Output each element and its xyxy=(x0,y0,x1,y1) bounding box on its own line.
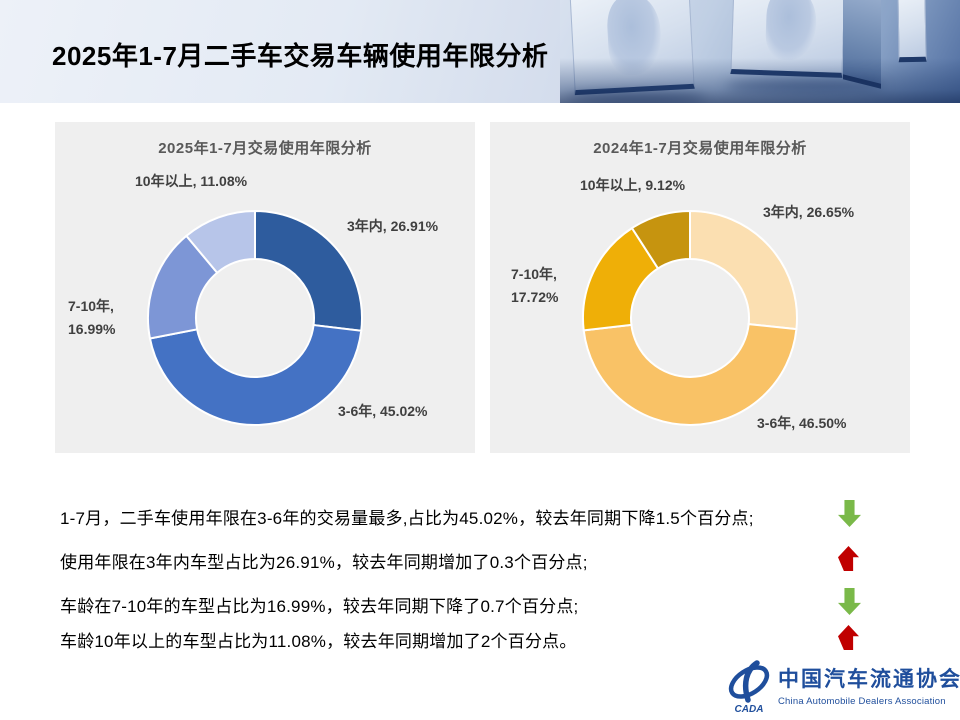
donut-slice-3-6年 xyxy=(582,323,798,426)
chart-title-2024: 2024年1-7月交易使用年限分析 xyxy=(593,140,807,157)
data-label-10plus-2025: 10年以上, 11.08% xyxy=(135,173,248,189)
cada-emblem-icon: CADA xyxy=(728,660,770,714)
bullet-row: 车龄10年以上的车型占比为11.08%，较去年同期增加了2个百分点。 xyxy=(0,625,960,655)
header-banner: 2025年1-7月二手车交易车辆使用年限分析 xyxy=(0,0,960,103)
cada-logo: CADA 中国汽车流通协会 China Automobile Dealers A… xyxy=(726,660,960,714)
cube-shadow xyxy=(725,80,885,92)
bullet-text-1: 1-7月，二手车使用年限在3-6年的交易量最多,占比为45.02%，较去年同期下… xyxy=(60,509,754,528)
data-label-3to6-2025: 3-6年, 45.02% xyxy=(338,403,428,419)
donut-slice-10年以上 xyxy=(630,209,691,270)
bullet-text-2: 使用年限在3年内车型占比为26.91%，较去年同期增加了0.3个百分点; xyxy=(60,553,588,572)
donut-chart-2024 xyxy=(582,209,798,426)
bullet-text-4: 车龄10年以上的车型占比为11.08%，较去年同期增加了2个百分点。 xyxy=(60,632,577,651)
data-label-under3-2025: 3年内, 26.91% xyxy=(347,218,439,234)
donut-chart-2025 xyxy=(147,209,363,426)
world-map-texture xyxy=(764,0,817,62)
header-photo xyxy=(560,0,960,103)
world-map-texture xyxy=(606,0,664,77)
data-label-7to10-2024: 7-10年, 17.72% xyxy=(511,263,558,309)
bullet-text-3: 车龄在7-10年的车型占比为16.99%，较去年同期下降了0.7个百分点; xyxy=(60,597,579,616)
data-label-under3-2024: 3年内, 26.65% xyxy=(763,204,855,220)
cube-graphic-icon xyxy=(569,0,695,96)
chart-panel-2024: 2024年1-7月交易使用年限分析 10年以上, 9.12% 3年内, 26.6… xyxy=(490,122,910,453)
trend-down-icon xyxy=(838,500,861,527)
cube-side-face xyxy=(843,0,881,89)
logo-name-en: China Automobile Dealers Association xyxy=(778,696,946,707)
bullet-row: 1-7月，二手车使用年限在3-6年的交易量最多,占比为45.02%，较去年同期下… xyxy=(0,500,960,532)
bullet-row: 车龄在7-10年的车型占比为16.99%，较去年同期下降了0.7个百分点; xyxy=(0,588,960,620)
data-label-7to10-2025-line2: 16.99% xyxy=(68,321,116,337)
donut-slice-3年内 xyxy=(254,209,363,332)
logo-name-zh: 中国汽车流通协会 xyxy=(778,668,960,691)
data-label-7to10-2024-line1: 7-10年, xyxy=(511,266,557,282)
cube-graphic-icon xyxy=(730,0,846,78)
trend-up-icon xyxy=(838,546,859,571)
donut-slice-10年以上 xyxy=(184,209,256,275)
data-label-3to6-2024: 3-6年, 46.50% xyxy=(757,415,847,431)
trend-down-icon xyxy=(838,588,861,615)
page-title: 2025年1-7月二手车交易车辆使用年限分析 xyxy=(52,41,549,71)
cube-shadow xyxy=(566,92,706,103)
bullet-row: 使用年限在3年内车型占比为26.91%，较去年同期增加了0.3个百分点; xyxy=(0,546,960,576)
donut-slice-3-6年 xyxy=(148,323,363,426)
donut-slice-3年内 xyxy=(689,209,798,331)
trend-up-icon xyxy=(838,625,859,650)
chart-title-2025: 2025年1-7月交易使用年限分析 xyxy=(158,140,372,157)
cube-graphic-icon xyxy=(897,0,927,63)
data-label-7to10-2025-line1: 7-10年, xyxy=(68,298,114,314)
data-label-7to10-2025: 7-10年, 16.99% xyxy=(68,295,115,341)
chart-panel-2025: 2025年1-7月交易使用年限分析 10年以上, 11.08% 3年内, 26.… xyxy=(55,122,475,453)
svg-text:CADA: CADA xyxy=(735,704,764,714)
data-label-10plus-2024: 10年以上, 9.12% xyxy=(580,177,686,193)
data-label-7to10-2024-line2: 17.72% xyxy=(511,289,559,305)
